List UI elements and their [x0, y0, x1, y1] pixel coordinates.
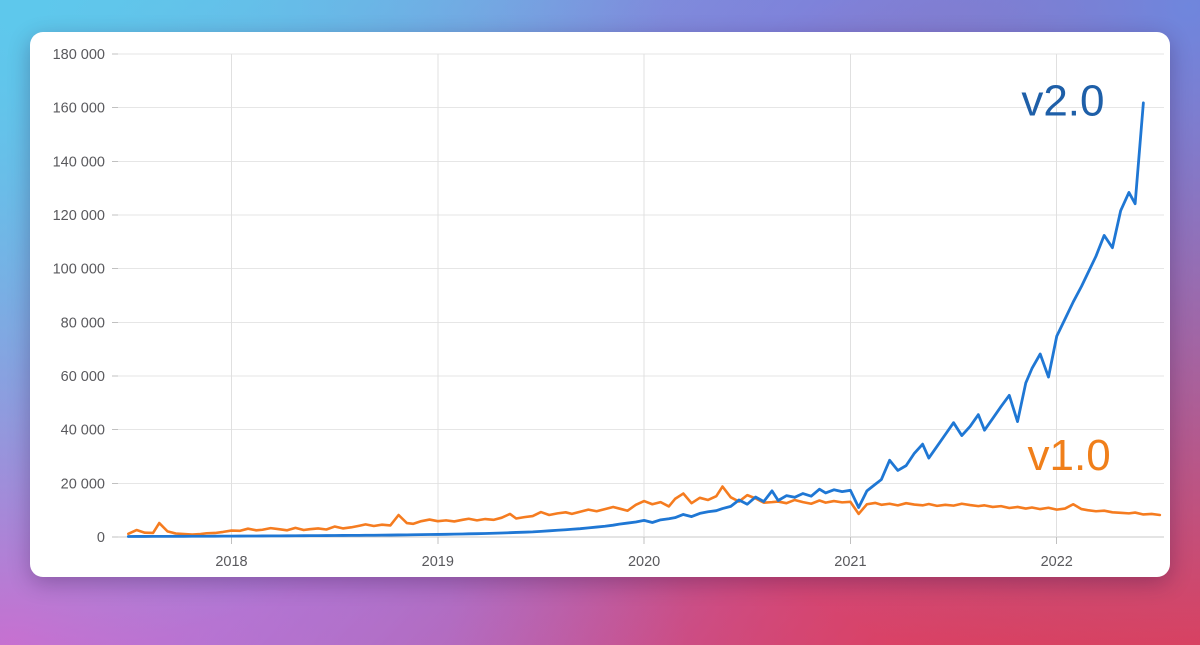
- y-axis-tick-labels: 0 20 000 40 000 60 000 80 000 100 000 120 000 1…: [53, 47, 105, 546]
- y-tick-label: 40 000: [61, 423, 105, 439]
- line-chart-svg: 0 20 000 40 000 60 000 80 000 100 000 120 000 1…: [53, 47, 1164, 570]
- y-tick-label: 20 000: [61, 476, 105, 492]
- x-tick-label: 2022: [1041, 554, 1073, 570]
- vertical-gridlines: [230, 54, 1058, 544]
- x-axis-tick-labels: 2018 2019 2020 2021 2022: [215, 554, 1073, 570]
- plot-area: 0 20 000 40 000 60 000 80 000 100 000 120 000 1…: [30, 32, 1170, 577]
- y-tick-label: 60 000: [61, 369, 105, 385]
- y-tick-label: 180 000: [53, 47, 105, 63]
- series-line-v2-0: [126, 101, 1145, 538]
- horizontal-gridlines: [112, 53, 1164, 538]
- series-line-v1-0: [127, 485, 1162, 536]
- x-tick-label: 2018: [215, 554, 247, 570]
- y-tick-label: 80 000: [61, 315, 105, 331]
- y-tick-label: 0: [97, 530, 105, 546]
- y-tick-label: 140 000: [53, 154, 105, 170]
- y-tick-label: 160 000: [53, 101, 105, 117]
- y-tick-label: 100 000: [53, 262, 105, 278]
- data-series-group: [126, 101, 1162, 538]
- series-annotation-v1-0: v1.0: [1028, 431, 1111, 480]
- y-tick-label: 120 000: [53, 208, 105, 224]
- chart-card: 0 20 000 40 000 60 000 80 000 100 000 120 000 1…: [30, 32, 1170, 577]
- x-tick-label: 2019: [422, 554, 454, 570]
- series-annotation-v2-0: v2.0: [1021, 77, 1104, 126]
- x-tick-label: 2020: [628, 554, 660, 570]
- x-tick-label: 2021: [834, 554, 866, 570]
- series-annotations: v2.0 v1.0: [1021, 77, 1110, 480]
